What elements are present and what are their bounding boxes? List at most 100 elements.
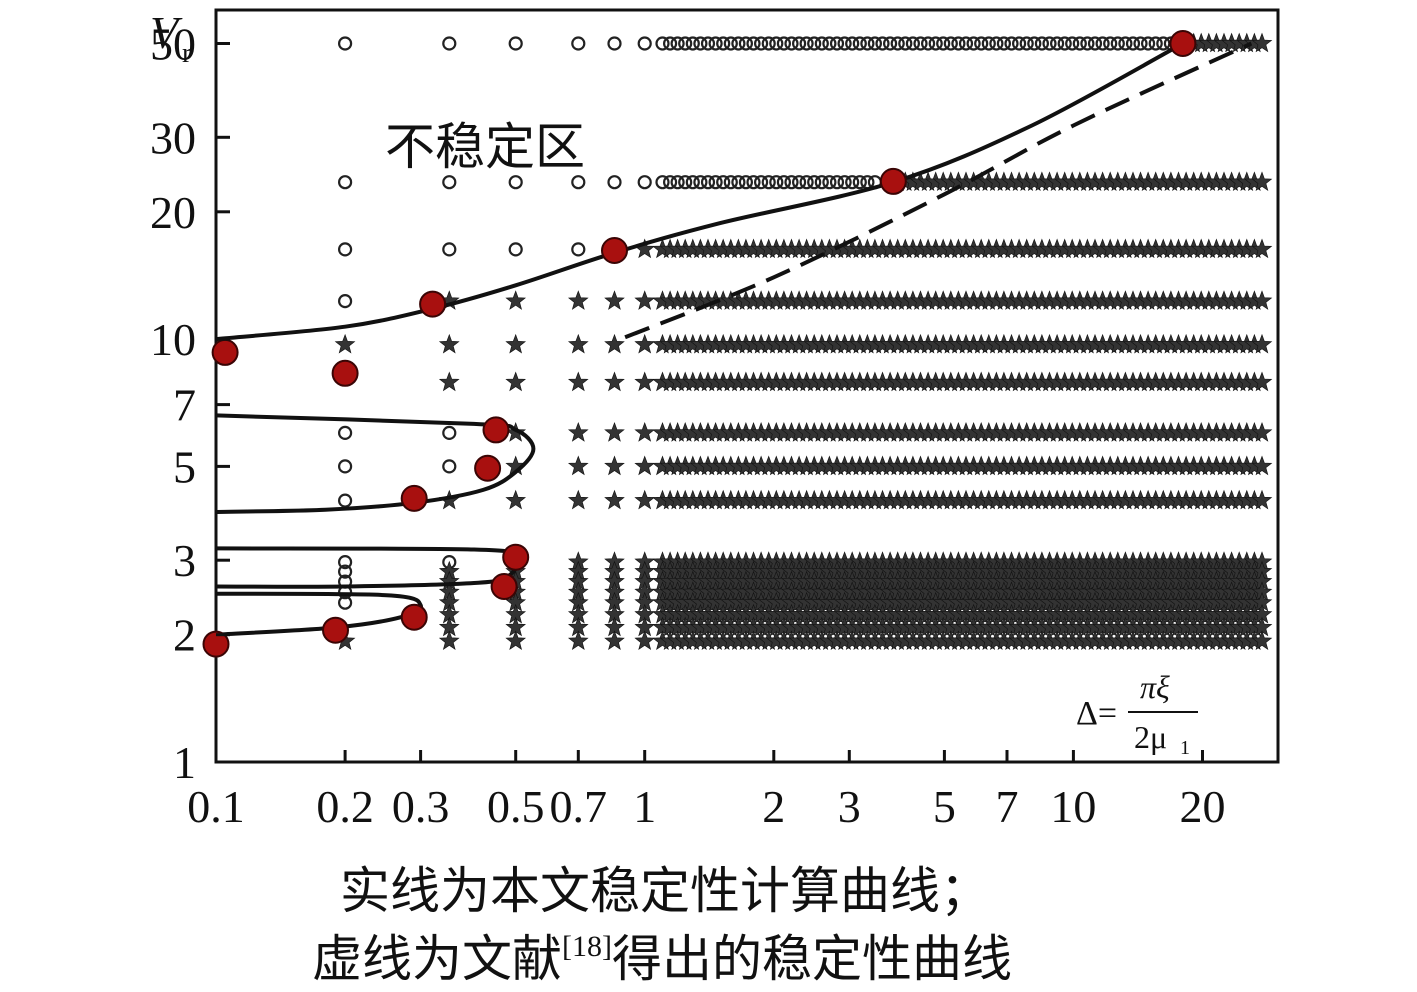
solid-stability-curve-loop — [215, 591, 423, 637]
y-tick-label: 7 — [173, 380, 196, 431]
x-tick-label: 2 — [762, 781, 785, 832]
unstable-region-star-marker — [1251, 422, 1273, 442]
stable-region-circle-marker — [338, 493, 353, 508]
stable-region-circle-marker — [974, 36, 989, 51]
unstable-region-star-marker — [634, 290, 656, 310]
stable-region-circle-marker — [571, 36, 586, 51]
stable-region-circle-marker — [890, 36, 905, 51]
stable-region-circle-marker — [338, 459, 353, 474]
plot-frame — [214, 8, 1280, 764]
stable-region-circle-marker — [1140, 36, 1156, 51]
plot-area — [214, 8, 1280, 764]
unstable-region-star-marker — [604, 371, 625, 392]
stable-region-circle-marker — [442, 425, 457, 440]
stable-region-circle-marker — [753, 36, 769, 51]
stable-region-circle-marker — [637, 175, 652, 190]
x-tick-label: 1 — [633, 781, 656, 832]
stable-region-circle-marker — [769, 175, 784, 190]
stable-region-circle-marker — [981, 36, 996, 51]
stable-region-circle-marker — [508, 242, 523, 257]
y-tick-label: 3 — [173, 535, 196, 586]
unstable-region-star-marker — [634, 371, 656, 392]
stable-region-circle-marker — [1049, 36, 1065, 51]
y-tick-label: 20 — [150, 187, 196, 238]
stable-region-circle-marker — [784, 175, 799, 190]
x-tick-label: 0.3 — [392, 781, 450, 832]
stable-region-circle-marker — [442, 36, 457, 51]
unstable-region-star-marker — [567, 371, 589, 392]
y-axis-label-sub: r — [182, 38, 192, 69]
x-tick-label: 10 — [1050, 781, 1096, 832]
unstable-region-star-marker — [1251, 290, 1273, 310]
stable-region-circle-marker — [761, 36, 776, 51]
stable-region-circle-marker — [731, 36, 746, 51]
x-tick-label: 0.7 — [550, 781, 608, 832]
stable-region-circle-marker — [920, 36, 936, 51]
stable-region-circle-marker — [822, 175, 837, 190]
critical-point — [202, 630, 230, 658]
critical-point — [400, 484, 428, 512]
unstable-region-star-marker — [505, 333, 527, 354]
stable-region-circle-marker — [958, 36, 974, 51]
stable-region-circle-marker — [723, 175, 738, 190]
unstable-region-star-marker — [438, 630, 460, 651]
stable-region-circle-marker — [799, 36, 814, 51]
unstable-region-star-marker — [1251, 171, 1273, 192]
critical-point — [1169, 30, 1197, 57]
stable-region-circle-marker — [898, 36, 913, 51]
stable-region-circle-marker — [1027, 36, 1042, 51]
formula-numerator: πξ — [1140, 669, 1170, 705]
stable-region-circle-marker — [338, 595, 353, 610]
x-tick-label: 0.1 — [187, 781, 245, 832]
stable-region-circle-marker — [966, 36, 981, 51]
stable-region-circle-marker — [769, 36, 784, 51]
stable-region-circle-marker — [814, 175, 829, 190]
critical-point — [474, 454, 502, 482]
critical-point — [482, 416, 510, 444]
y-tick-label: 5 — [173, 441, 196, 492]
stable-region-circle-marker — [1110, 36, 1125, 51]
stable-region-circle-marker — [338, 564, 353, 579]
y-tick-label: 30 — [150, 112, 196, 163]
stable-region-circle-marker — [1148, 36, 1163, 51]
unstable-region-star-marker — [1251, 371, 1273, 392]
critical-point — [211, 338, 239, 366]
stable-region-circle-marker — [1125, 36, 1141, 51]
markers-layer — [334, 32, 1273, 651]
formula-denominator-sub: 1 — [1180, 737, 1190, 759]
unstable-region-star-marker — [567, 630, 589, 650]
critical-points-layer — [202, 30, 1197, 658]
stable-region-circle-marker — [845, 175, 860, 190]
caption-line-1: 实线为本文稳定性计算曲线； — [340, 862, 990, 920]
unstable-region-star-marker — [634, 422, 656, 442]
stable-region-circle-marker — [905, 36, 921, 51]
unstable-region-star-marker — [567, 455, 589, 476]
stable-region-circle-marker — [571, 242, 586, 257]
stable-region-circle-marker — [723, 36, 738, 51]
critical-point — [419, 290, 447, 318]
unstable-region-star-marker — [567, 333, 589, 354]
stable-region-circle-marker — [936, 36, 951, 51]
unstable-region-star-marker — [505, 290, 527, 310]
unstable-region-star-marker — [1251, 630, 1273, 651]
stable-region-circle-marker — [693, 36, 708, 51]
stable-region-circle-marker — [738, 36, 754, 51]
caption-line-2-pre: 虚线为文献 — [312, 930, 562, 988]
stable-region-circle-marker — [716, 36, 731, 51]
critical-point — [322, 616, 349, 644]
unstable-region-star-marker — [1251, 333, 1273, 354]
stable-region-circle-marker — [571, 175, 586, 190]
critical-point — [400, 603, 428, 631]
stable-region-circle-marker — [1133, 36, 1148, 51]
stable-region-circle-marker — [837, 175, 852, 190]
unstable-region-star-marker — [505, 489, 527, 510]
stable-region-circle-marker — [829, 36, 845, 51]
stable-region-circle-marker — [852, 36, 867, 51]
stable-region-circle-marker — [338, 36, 353, 51]
unstable-region-star-marker — [567, 489, 589, 510]
x-tick-label: 0.2 — [316, 781, 374, 832]
y-tick-label: 1 — [173, 737, 196, 788]
stable-region-circle-marker — [860, 36, 875, 51]
unstable-region-star-marker — [505, 630, 527, 650]
critical-point — [601, 237, 628, 264]
